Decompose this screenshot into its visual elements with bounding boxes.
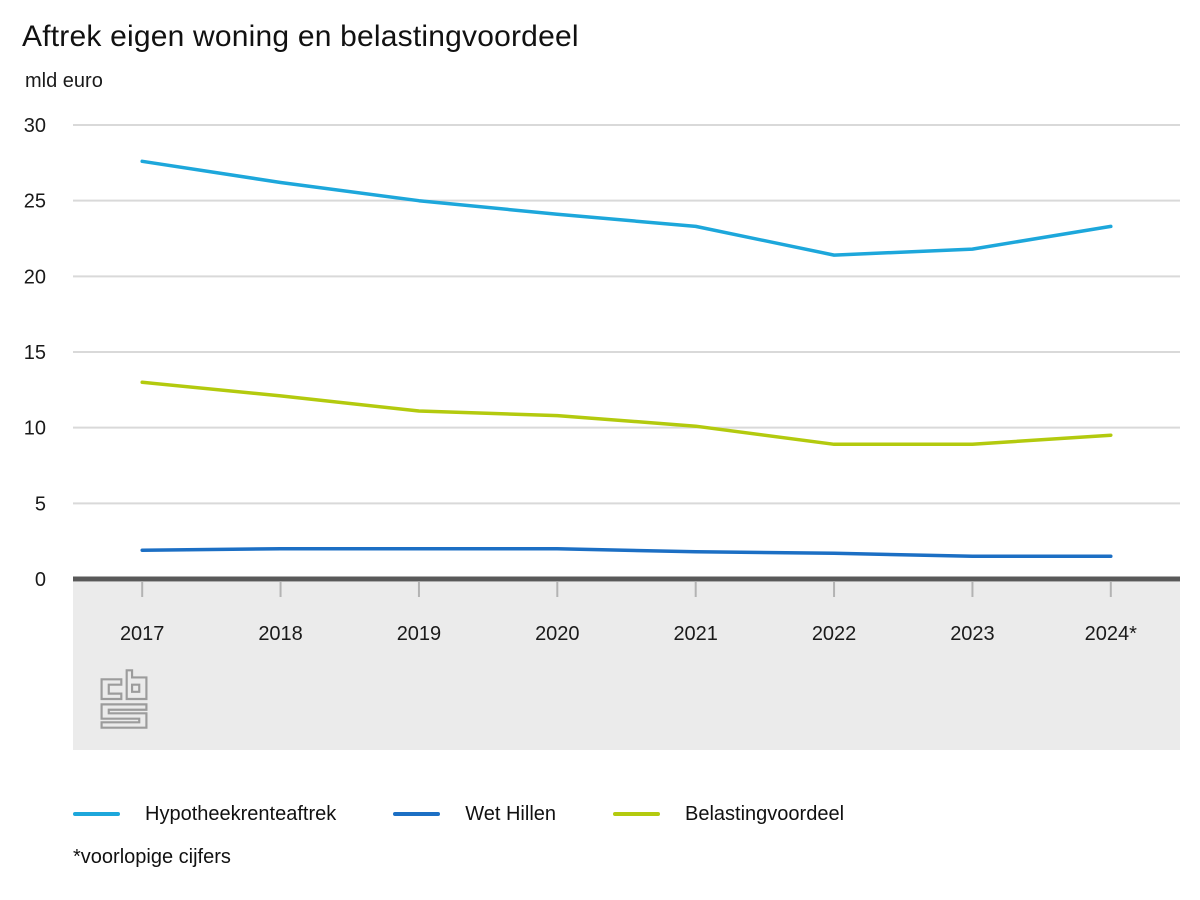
y-tick-label-15: 15 [24,342,46,364]
x-tick-label-2020: 2020 [535,623,580,645]
x-tick-label-2023: 2023 [950,623,995,645]
x-tick-label-2019: 2019 [397,623,442,645]
legend-swatch-0 [73,812,120,816]
x-axis-band [73,582,1180,750]
cbs-logo-letter-s [100,703,148,729]
legend-swatch-1 [393,812,441,816]
x-tick-label-2017: 2017 [120,623,165,645]
cbs-logo-letter-b [125,669,148,701]
y-tick-label-25: 25 [24,191,46,213]
legend-label-0: Hypotheekrenteaftrek [145,802,337,825]
y-tick-label-30: 30 [24,115,46,137]
legend-item-0[interactable]: Hypotheekrenteaftrek [73,803,336,826]
y-tick-label-0: 0 [35,569,46,591]
legend-label-2: Belastingvoordeel [685,802,845,825]
footnote: *voorlopige cijfers [73,846,231,868]
legend-label-1: Wet Hillen [465,802,557,825]
x-tick-label-2024*: 2024* [1085,623,1137,645]
x-tick-label-2021: 2021 [673,623,718,645]
x-tick-label-2022: 2022 [812,623,857,645]
legend: Hypotheekrenteaftrek Wet Hillen Belastingv… [73,798,844,830]
cbs-logo-letter-c [100,678,123,701]
chart-title: Aftrek eigen woning en belastingvoordeel [22,20,579,53]
x-tick-label-2018: 2018 [258,623,303,645]
cbs-logo [98,666,150,732]
line-chart: 0 5 10 15 20 25 30 2017 2018 2019 2020 2021 2022 2023… [24,115,1180,750]
legend-item-2[interactable]: Belastingvoordeel [613,803,844,826]
legend-swatch-2 [613,812,661,816]
y-axis-unit-label: mld euro [25,70,103,92]
series-line-1 [140,546,1113,559]
series-line-0 [140,159,1113,257]
y-tick-label-5: 5 [35,493,46,515]
cbs-logo-glyph [100,669,148,729]
y-tick-label-20: 20 [24,266,46,288]
series-line-2 [140,380,1113,447]
y-tick-label-10: 10 [24,418,46,440]
legend-item-1[interactable]: Wet Hillen [393,803,556,826]
